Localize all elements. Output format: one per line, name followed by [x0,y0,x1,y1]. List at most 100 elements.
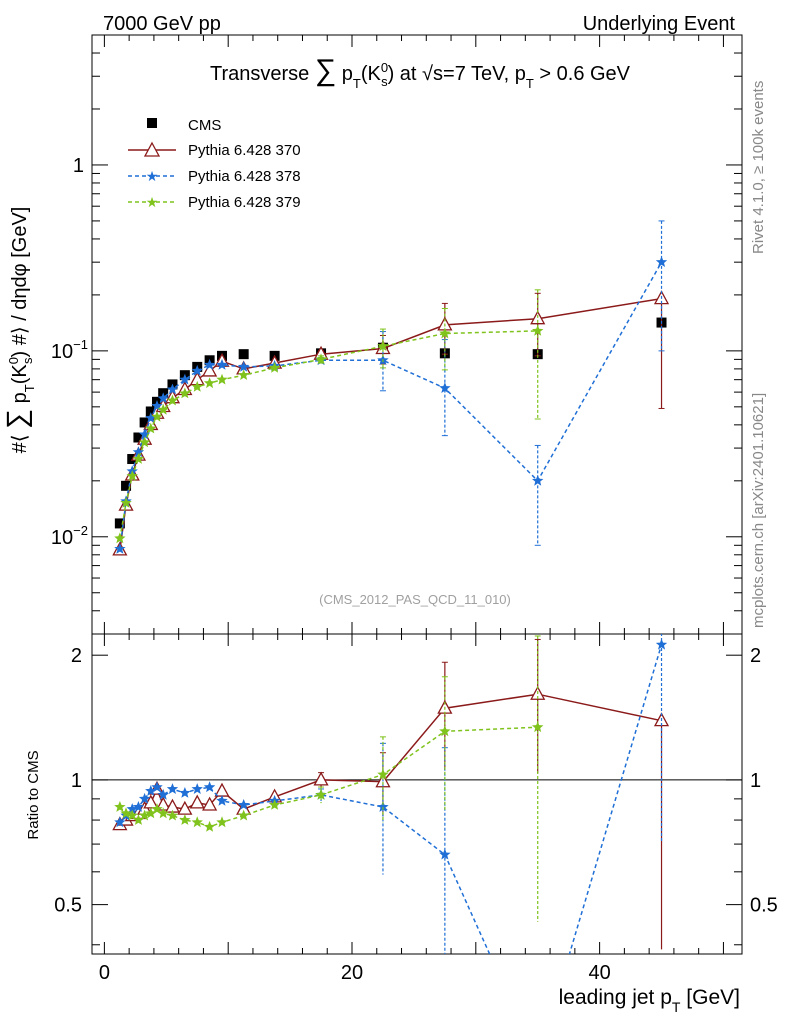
ratio-point-pythia-6-428-379 [166,809,179,821]
ratio-point-pythia-6-428-379 [132,814,145,825]
ratio-point-pythia-6-428-378 [191,783,203,794]
ratio-point-pythia-6-428-379 [145,807,157,819]
side-mcplots-text: mcplots.cern.ch [arXiv:2401.10621] [750,393,767,628]
ratio-point-pythia-6-428-378 [132,801,145,812]
ratio-point-pythia-6-428-378 [203,781,216,793]
ratio-point-pythia-6-428-379 [315,788,327,800]
data-point-cms [145,406,156,417]
legend-370-marker [143,141,161,157]
data-point-pythia-6-428-378 [151,400,163,411]
data-point-pythia-6-428-379 [191,380,203,392]
data-point-pythia-6-428-378 [439,382,451,393]
ratio-point-pythia-6-428-370 [214,782,230,797]
data-point-pythia-6-428-379 [315,353,327,365]
data-point-pythia-6-428-378 [114,543,126,554]
data-point-cms [114,518,125,529]
data-point-cms [139,417,150,428]
series-line-pythia-6-428-379 [119,330,538,539]
data-point-pythia-6-428-378 [179,373,191,385]
ratio-point-pythia-6-428-378 [145,785,157,796]
ratio-tick-label: 1 [71,770,82,792]
x-axis-ticks: 0 20 40 [99,35,724,984]
header-right: Underlying Event [583,13,736,35]
data-point-pythia-6-428-379 [157,403,169,415]
data-point-pythia-6-428-379 [179,387,191,399]
main-axis-ticks: 10−2 10−1 1 [51,34,742,635]
data-point-pythia-6-428-379 [532,324,544,336]
ratio-series-group [112,634,670,954]
ratio-tick-label-right: 2 [750,645,761,667]
y-tick-label: 10−2 [51,523,88,549]
data-point-cms [238,349,249,360]
ratio-point-pythia-6-428-378 [138,792,151,804]
ratio-point-pythia-6-428-378 [151,781,163,793]
ratio-point-pythia-6-428-379 [268,799,281,810]
legend-cms-marker [147,118,157,128]
ratio-plot-frame [91,633,743,955]
ratio-point-pythia-6-428-379 [377,768,389,780]
data-point-pythia-6-428-378 [532,474,544,486]
data-point-pythia-6-428-379 [120,497,132,508]
data-point-pythia-6-428-379 [203,377,216,389]
ratio-axis-ticks: 0.5 0.5 1 1 2 2 [54,645,778,946]
legend-370-label: Pythia 6.428 370 [188,142,301,159]
ratio-line-pythia-6-428-378 [119,644,663,954]
ratio-point-pythia-6-428-378 [114,816,126,828]
chart-title: Transverse ∑ pT(K0 s) at √s=7 TeV, pT > 0… [210,54,631,91]
ratio-point-pythia-6-428-378 [377,801,389,812]
legend-378-marker: ★ [146,168,159,184]
ratio-point-pythia-6-428-379 [439,725,451,737]
ratio-tick-label-right: 1 [750,770,761,792]
data-point-pythia-6-428-379 [238,369,250,380]
ratio-tick-label: 2 [71,645,82,667]
ratio-point-pythia-6-428-370 [202,796,218,811]
data-point-pythia-6-428-378 [238,360,250,372]
ratio-point-pythia-6-428-379 [120,807,132,819]
series-line-pythia-6-428-370 [119,297,662,551]
data-point-pythia-6-428-379 [145,422,157,434]
ratio-point-pythia-6-428-378 [179,787,191,798]
legend-cms-label: CMS [188,117,221,134]
ratio-point-pythia-6-428-379 [203,820,216,832]
ratio-point-pythia-6-428-379 [216,816,228,828]
data-point-pythia-6-428-378 [145,412,157,423]
data-point-pythia-6-428-379 [166,394,179,406]
ratio-point-pythia-6-428-370 [313,771,329,786]
ratio-point-pythia-6-428-370 [177,800,193,815]
ratio-point-pythia-6-428-379 [114,801,126,812]
ratio-point-pythia-6-428-379 [157,807,169,819]
x-tick-label: 20 [341,962,363,984]
legend-378-label: Pythia 6.428 378 [188,168,301,185]
ratio-point-pythia-6-428-378 [166,783,179,794]
main-series-group [112,220,670,556]
y-tick-label: 1 [73,155,84,177]
data-point-pythia-6-428-379 [377,340,389,351]
ratio-y-label: Ratio to CMS [25,750,42,839]
data-point-pythia-6-428-378 [191,364,203,376]
ratio-point-pythia-6-428-379 [238,809,250,821]
ratio-point-pythia-6-428-370 [189,794,205,809]
header-left: 7000 GeV pp [103,13,221,35]
data-point-pythia-6-428-378 [157,392,169,404]
legend-379-marker: ★ [146,194,159,210]
data-point-pythia-6-428-378 [655,256,668,267]
data-point-pythia-6-428-379 [132,453,145,464]
data-point-pythia-6-428-378 [132,446,145,458]
y-tick-label: 10−1 [51,337,88,363]
ratio-point-pythia-6-428-379 [179,814,191,825]
data-point-pythia-6-428-378 [216,358,228,370]
data-point-pythia-6-428-379 [114,532,126,544]
data-point-pythia-6-428-379 [126,470,138,481]
side-rivet-text: Rivet 4.1.0, ≥ 100k events [750,81,767,254]
ratio-point-pythia-6-428-379 [532,721,544,733]
y-axis-label: #⟨ ∑ pT(K0s) #⟩ / dηdφ [GeV] [1,207,37,454]
ratio-point-pythia-6-428-378 [157,788,169,800]
ratio-point-pythia-6-428-379 [126,809,138,821]
data-point-cms [121,480,132,491]
ratio-point-pythia-6-428-378 [238,799,250,810]
x-tick-label: 40 [588,962,610,984]
data-point-pythia-6-428-370 [202,362,218,377]
ratio-point-pythia-6-428-378 [216,794,228,806]
data-point-pythia-6-428-379 [216,373,228,385]
